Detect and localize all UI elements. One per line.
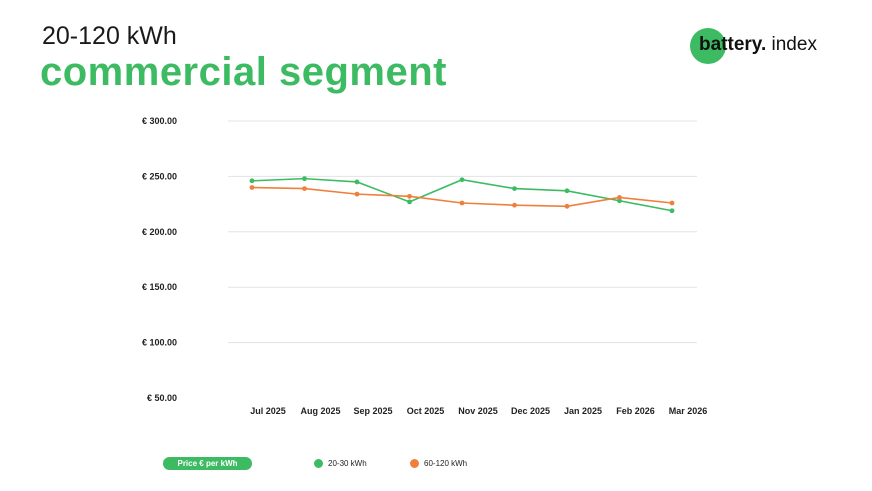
legend-dot-icon	[410, 459, 419, 468]
series-2-point	[459, 200, 465, 206]
legend-dot-icon	[314, 459, 323, 468]
series-1-point	[302, 176, 307, 182]
series-2-point	[354, 191, 360, 197]
series-2-point	[407, 193, 412, 199]
series-2-point	[302, 186, 307, 191]
series-1-point	[669, 208, 675, 214]
series-2-point	[512, 202, 517, 208]
legend-unit-pill: Price € per kWh	[163, 457, 252, 470]
x-tick-label: Jan 2025	[564, 406, 602, 416]
x-tick-label: Jul 2025	[250, 406, 286, 416]
series-1-point	[459, 177, 465, 183]
y-tick-label: € 150.00	[142, 282, 177, 292]
series-1-point	[249, 178, 255, 184]
legend-item-series-2: 60-120 kWh	[410, 457, 467, 470]
logo-brand-light: index	[771, 34, 817, 55]
series-1-point	[407, 199, 412, 205]
page-title: commercial segment	[40, 50, 447, 94]
x-tick-label: Feb 2026	[616, 406, 655, 416]
x-tick-label: Oct 2025	[407, 406, 445, 416]
series-2-point	[617, 195, 622, 200]
x-tick-label: Aug 2025	[300, 406, 340, 416]
legend-item-series-1: 20-30 kWh	[314, 457, 367, 470]
x-tick-label: Mar 2026	[669, 406, 708, 416]
logo-text: battery. index	[699, 34, 817, 56]
series-2-point	[669, 200, 675, 206]
y-tick-label: € 100.00	[142, 338, 177, 348]
legend-label-series-1: 20-30 kWh	[328, 459, 367, 468]
chart-legend: Price € per kWh 20-30 kWh 60-120 kWh	[0, 457, 872, 473]
y-tick-label: € 50.00	[147, 393, 177, 403]
series-1-point	[564, 188, 570, 194]
legend-label-series-2: 60-120 kWh	[424, 459, 468, 468]
series-2-point	[564, 203, 570, 209]
x-tick-label: Dec 2025	[511, 406, 550, 416]
series-1-point	[617, 198, 622, 204]
x-tick-label: Sep 2025	[353, 406, 392, 416]
series-2-point	[249, 185, 255, 190]
series-line-1	[251, 177, 673, 212]
x-tick-label: Nov 2025	[458, 406, 498, 416]
series-1-point	[512, 186, 517, 191]
page-subtitle: 20-120 kWh	[42, 22, 177, 50]
y-tick-label: € 300.00	[142, 116, 177, 126]
logo-brand-bold: battery.	[699, 34, 767, 55]
y-tick-label: € 200.00	[142, 227, 177, 237]
logo-circle-icon	[690, 28, 726, 64]
y-tick-label: € 250.00	[142, 171, 177, 181]
series-1-point	[354, 179, 360, 185]
